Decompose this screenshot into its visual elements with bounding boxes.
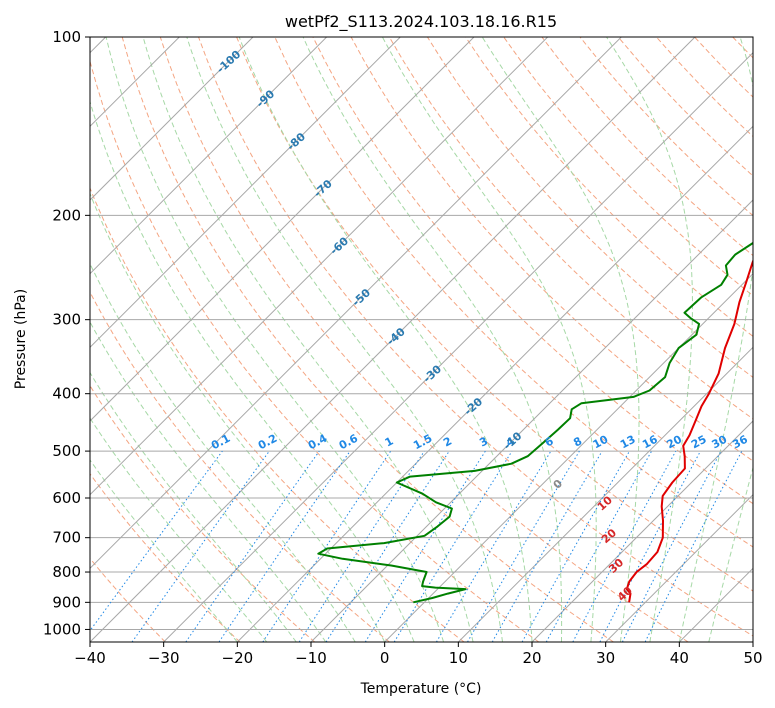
x-tick-label: −10 — [295, 649, 327, 667]
moist-adiabat — [105, 37, 445, 642]
mixing-ratio-line — [545, 450, 653, 642]
moist-adiabat — [381, 37, 597, 642]
moist-adiabat — [302, 37, 563, 642]
dewpoint-line — [317, 241, 753, 604]
x-tick-label: −30 — [148, 649, 180, 667]
y-tick-label: 500 — [52, 442, 81, 460]
isotherm — [383, 272, 753, 642]
x-axis-label: Temperature (°C) — [360, 681, 482, 697]
moist-adiabat — [186, 37, 503, 642]
isotherm — [604, 493, 753, 642]
dry-adiabat — [198, 37, 753, 637]
x-tick-label: 10 — [449, 649, 468, 667]
profile-lines — [317, 241, 753, 604]
mixing-ratio-label: 25 — [689, 433, 709, 452]
mixing-ratio-line — [393, 450, 513, 642]
moist-adiabat — [90, 321, 327, 642]
dry-adiabat — [90, 59, 540, 642]
y-tick-label: 300 — [52, 311, 81, 329]
dry-adiabat — [90, 291, 390, 642]
mixing-ratio-line — [644, 450, 743, 642]
y-tick-label: 700 — [52, 529, 81, 547]
mixing-ratio-label: 13 — [618, 433, 638, 452]
x-tick-label: 0 — [380, 649, 390, 667]
dry-adiabat — [121, 37, 614, 642]
isotherm — [236, 125, 753, 642]
mixing-ratio-line — [131, 450, 270, 642]
moist-adiabat — [606, 37, 693, 642]
moist-adiabat — [90, 262, 356, 642]
isotherm — [90, 37, 254, 201]
x-tick-label: 40 — [670, 649, 689, 667]
dry-adiabat — [159, 37, 689, 642]
x-tick-label: −40 — [74, 649, 106, 667]
x-tick-label: 30 — [596, 649, 615, 667]
dry-adiabat — [90, 557, 166, 642]
dry-adiabat — [274, 37, 753, 548]
mixing-ratio-label: 30 — [710, 433, 730, 452]
mixing-ratio-line — [218, 450, 351, 642]
moist-adiabat — [708, 465, 753, 642]
y-tick-label: 900 — [52, 593, 81, 611]
y-tick-label: 400 — [52, 385, 81, 403]
mixing-ratio-line — [185, 450, 320, 642]
isotherm — [90, 37, 402, 349]
chart-title: wetPf2_S113.2024.103.18.16.R15 — [285, 12, 557, 32]
mixing-ratio-label: 36 — [730, 433, 750, 452]
moist-adiabat — [481, 37, 640, 642]
dry-adiabat — [350, 37, 753, 462]
dry-adiabat — [426, 37, 753, 378]
mixing-ratio-line — [90, 450, 223, 632]
mixing-ratio-line — [572, 450, 677, 642]
x-tick-label: 50 — [743, 649, 762, 667]
isotherm — [90, 37, 623, 570]
mixing-ratio-label: 16 — [640, 433, 660, 452]
y-tick-label: 1000 — [43, 620, 81, 638]
y-axis-label: Pressure (hPa) — [13, 289, 29, 389]
isotherm — [90, 37, 328, 275]
isotherm — [90, 37, 549, 496]
isotherm — [457, 346, 753, 642]
y-tick-label: 100 — [52, 28, 81, 46]
mixing-ratio-label: 10 — [591, 433, 611, 452]
isotherm — [310, 199, 753, 642]
mixing-ratio-line — [298, 450, 425, 642]
moist-adiabat — [238, 37, 533, 642]
moist-adiabat — [90, 192, 386, 642]
dry-adiabat — [236, 37, 753, 592]
isotherm — [162, 51, 753, 642]
isotherm — [531, 420, 753, 642]
dry-adiabat — [90, 186, 465, 642]
mixing-ratio-line — [521, 450, 630, 642]
dry-adiabat — [503, 37, 753, 297]
y-tick-label: 600 — [52, 489, 81, 507]
moist-adiabat — [678, 37, 753, 642]
isotherm — [90, 37, 475, 422]
dry-adiabat — [90, 384, 316, 642]
mixing-ratio-line — [262, 450, 392, 642]
plot-frame — [89, 36, 754, 643]
y-tick-label: 200 — [52, 206, 81, 224]
isotherm — [90, 37, 181, 128]
y-tick-label: 800 — [52, 563, 81, 581]
mixing-ratio-label: 20 — [664, 433, 684, 452]
moist-adiabat — [90, 417, 268, 642]
temperature-line — [625, 258, 753, 603]
moist-adiabat — [90, 459, 238, 642]
isotherm — [90, 37, 696, 642]
x-tick-label: −20 — [222, 649, 254, 667]
dry-adiabat — [90, 472, 241, 642]
axis-ticks: −40 −30 −20 −10 0 10 20 30 40 50 100 200 300 400 500 60… — [43, 28, 763, 667]
x-tick-label: 20 — [522, 649, 541, 667]
